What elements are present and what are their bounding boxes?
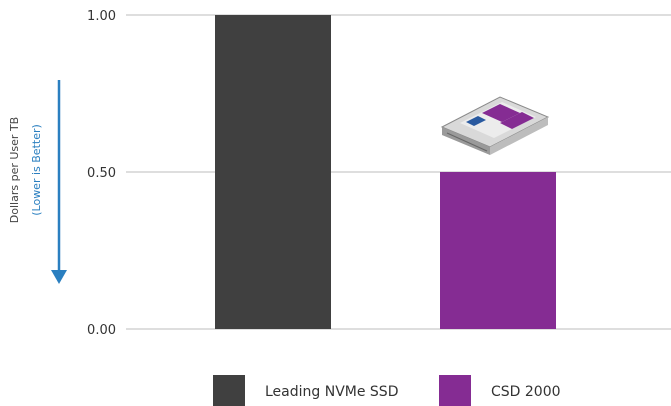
- y-tick-label: 1.00: [87, 9, 116, 24]
- y-tick-labels: 1.00 0.50 0.00: [87, 9, 116, 338]
- bar-leading-nvme-ssd: [215, 15, 331, 329]
- legend-swatch: [213, 375, 245, 406]
- legend-label: Leading NVMe SSD: [265, 384, 398, 400]
- legend-label: CSD 2000: [491, 384, 561, 400]
- bar-csd-2000: [440, 172, 556, 329]
- y-axis-label: Dollars per User TB: [8, 117, 21, 223]
- gridlines: [126, 14, 671, 330]
- legend-swatch: [439, 375, 471, 406]
- y-axis-note: (Lower is Better): [30, 124, 43, 216]
- down-arrow-icon: [51, 80, 67, 284]
- y-tick-label: 0.00: [87, 323, 116, 338]
- y-axis-label-group: Dollars per User TB (Lower is Better): [8, 80, 67, 284]
- legend: Leading NVMe SSD CSD 2000: [213, 375, 561, 406]
- bars: [215, 15, 556, 329]
- y-tick-label: 0.50: [87, 166, 116, 181]
- ssd-drive-icon: [440, 96, 550, 155]
